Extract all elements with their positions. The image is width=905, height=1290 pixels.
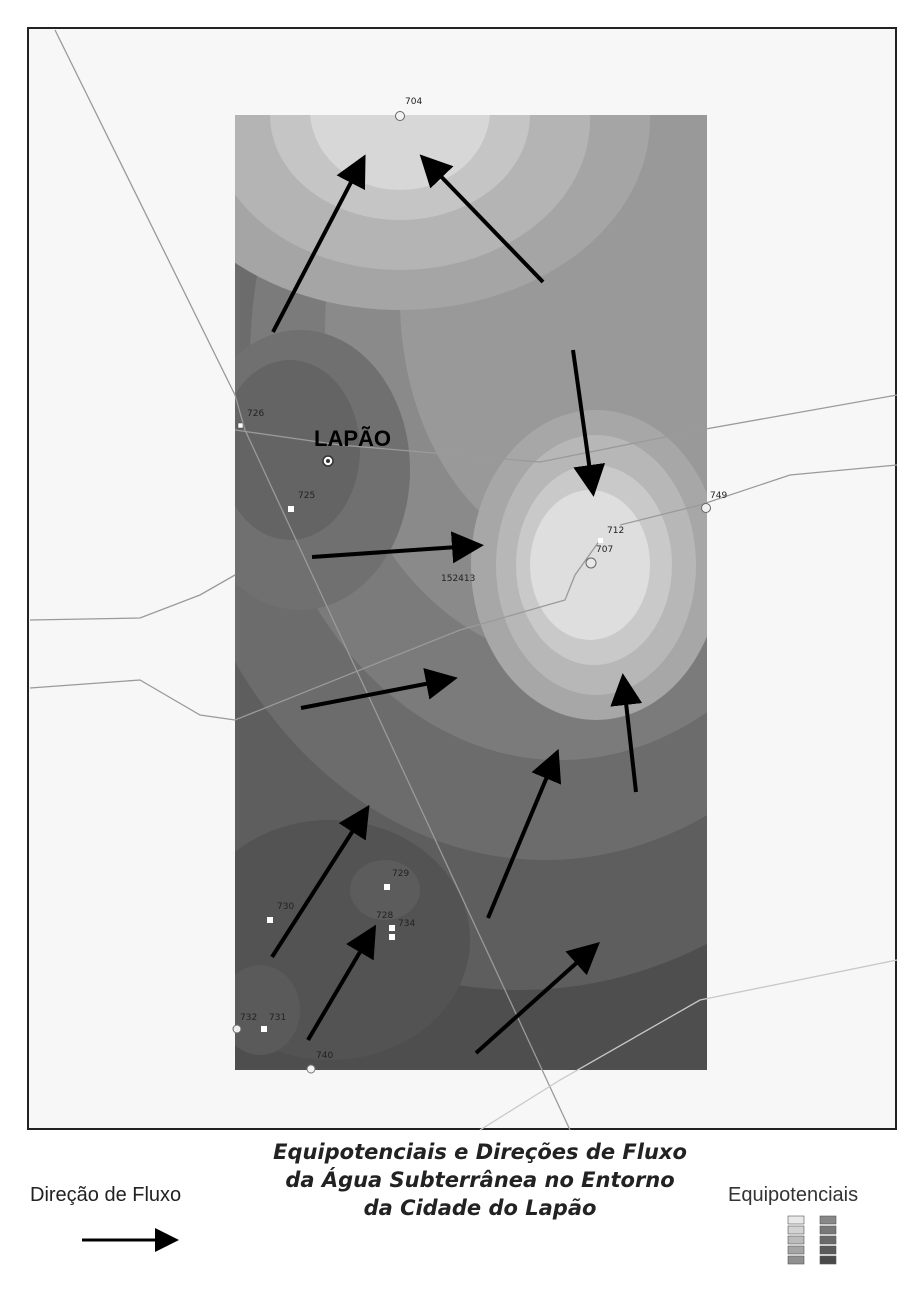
- well-label: 728: [376, 911, 393, 921]
- equipotential-surface: [235, 115, 707, 1070]
- flow-arrow: [610, 673, 643, 793]
- well-label: 712: [607, 526, 624, 536]
- equipotential-swatch: [787, 1235, 805, 1245]
- well-marker: [585, 557, 597, 569]
- well-marker: [598, 538, 603, 543]
- well-marker: [232, 1024, 242, 1034]
- map-title: Equipotenciais e Direções de Fluxo da Ág…: [230, 1138, 730, 1222]
- title-line-1: Equipotenciais e Direções de Fluxo: [273, 1140, 687, 1164]
- flow-arrow: [271, 154, 366, 333]
- well-marker: [288, 506, 294, 512]
- legend-flow-label: Direção de Fluxo: [30, 1184, 182, 1206]
- flow-arrow: [300, 668, 458, 710]
- equipotential-swatch: [819, 1215, 837, 1225]
- well-label: 731: [269, 1013, 286, 1023]
- wells: 704 726 725 749 712 707 152413 729 730 7…: [232, 97, 727, 1074]
- equipotential-swatch: [819, 1225, 837, 1235]
- well-label: 734: [398, 919, 415, 929]
- equipotential-swatch: [787, 1255, 805, 1265]
- well-label: 729: [392, 869, 409, 879]
- flow-arrow: [571, 349, 606, 497]
- title-line-2: da Água Subterrânea no Entorno: [285, 1168, 675, 1192]
- title-line-3: da Cidade do Lapão: [363, 1196, 597, 1220]
- equipotential-swatch: [787, 1245, 805, 1255]
- flow-arrow: [270, 804, 370, 959]
- well-label: 704: [405, 97, 422, 107]
- well-label: 740: [316, 1051, 333, 1061]
- equipotential-swatch: [819, 1245, 837, 1255]
- equipotential-swatch: [819, 1235, 837, 1245]
- well-marker: [306, 1064, 316, 1074]
- well-marker: [261, 1026, 267, 1032]
- well-marker: [395, 111, 405, 121]
- well-marker: [701, 503, 711, 513]
- roads: [29, 29, 898, 1131]
- well-label: 749: [710, 491, 727, 501]
- flow-arrows: [270, 154, 643, 1055]
- equipotential-swatches: [787, 1215, 837, 1265]
- flow-arrow: [306, 924, 377, 1042]
- well-marker: [237, 422, 244, 429]
- city-marker-dot: [326, 459, 330, 463]
- legend-equipotential-label: Equipotenciais: [728, 1184, 859, 1206]
- well-marker: [389, 925, 395, 931]
- flow-arrow: [311, 531, 484, 564]
- city-label: LAPÃO: [314, 426, 391, 451]
- well-marker: [267, 917, 273, 923]
- equipotential-swatch: [819, 1255, 837, 1265]
- equipotential-swatch: [787, 1225, 805, 1235]
- well-marker: [384, 884, 390, 890]
- well-label: 707: [596, 545, 613, 555]
- well-label: 732: [240, 1013, 257, 1023]
- flow-arrow: [486, 748, 562, 919]
- well-label: 730: [277, 902, 294, 912]
- well-label: 152413: [441, 574, 475, 584]
- equipotential-swatch: [787, 1215, 805, 1225]
- well-marker: [389, 934, 395, 940]
- well-label: 725: [298, 491, 315, 501]
- flow-arrow: [419, 154, 545, 284]
- well-label: 726: [247, 409, 264, 419]
- flow-arrow: [474, 941, 600, 1055]
